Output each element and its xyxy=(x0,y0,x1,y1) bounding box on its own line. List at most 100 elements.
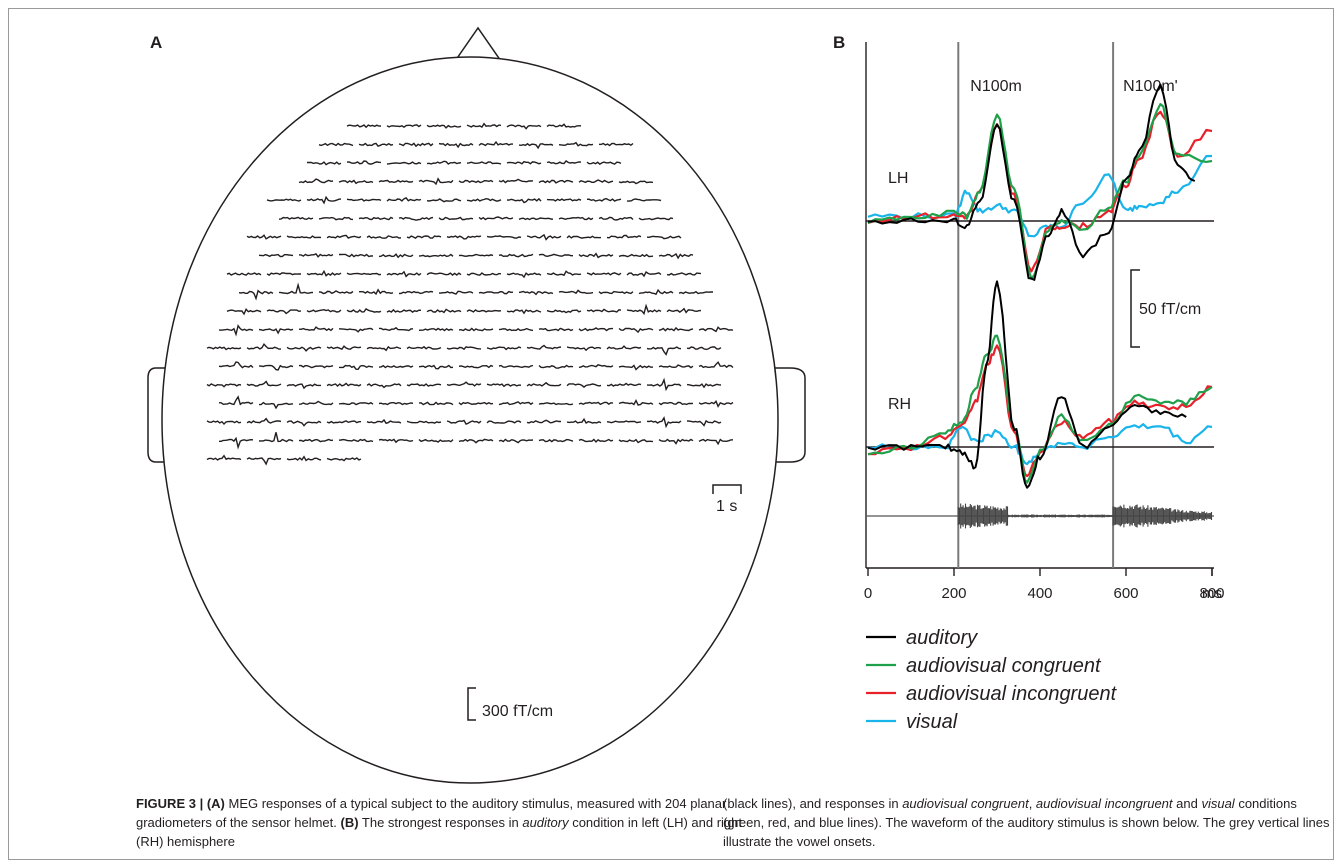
sensor-trace xyxy=(246,457,282,466)
series-line-visual xyxy=(867,154,1213,238)
sensor-trace xyxy=(246,417,282,424)
sensor-trace xyxy=(418,401,454,406)
sensor-trace xyxy=(458,438,494,444)
sensor-trace xyxy=(338,401,374,406)
series-line-auditory xyxy=(867,280,1187,489)
sensor-trace xyxy=(418,364,454,370)
sensor-trace xyxy=(478,216,514,221)
sensor-trace xyxy=(686,419,722,427)
sensor-trace xyxy=(318,216,354,221)
sensor-trace xyxy=(298,400,334,406)
series-line-audiovisual-congruent xyxy=(867,103,1213,280)
sensor-trace xyxy=(426,272,462,277)
sensor-trace xyxy=(646,416,682,429)
sensor-trace xyxy=(506,124,542,130)
x-tick-label: 800 xyxy=(1199,585,1224,602)
sensor-trace xyxy=(698,438,734,446)
stimulus-waveform xyxy=(866,503,1214,529)
sensor-trace xyxy=(298,438,334,443)
sensor-trace xyxy=(546,270,582,277)
legend-label: visual xyxy=(906,711,958,733)
sensor-traces xyxy=(206,122,734,466)
sensor-trace xyxy=(378,253,414,259)
sensor-trace xyxy=(306,195,342,205)
sensor-trace xyxy=(578,364,614,369)
sensor-trace xyxy=(286,235,322,239)
sensor-trace xyxy=(266,198,302,202)
sensor-trace xyxy=(446,381,482,387)
sensor-trace xyxy=(398,216,434,221)
sensor-trace xyxy=(426,160,462,165)
sensor-trace xyxy=(238,289,274,301)
sensor-trace xyxy=(666,307,702,314)
sensor-trace xyxy=(558,141,594,147)
sensor-trace xyxy=(686,383,722,389)
sensor-trace xyxy=(418,327,454,332)
head-outline xyxy=(161,56,779,784)
sensor-trace xyxy=(446,235,482,240)
sensor-trace xyxy=(339,253,374,258)
sensor-trace xyxy=(438,216,474,221)
sensor-trace xyxy=(578,252,614,259)
sensor-trace xyxy=(386,270,422,278)
sensor-trace xyxy=(306,308,342,313)
sensor-trace xyxy=(558,216,594,221)
sensor-trace xyxy=(698,326,734,333)
sensor-trace xyxy=(626,270,662,278)
sensor-trace xyxy=(298,178,334,184)
sensor-trace xyxy=(498,327,534,332)
sensor-trace xyxy=(586,272,622,276)
sensor-trace xyxy=(458,401,494,406)
sensor-trace xyxy=(339,364,374,371)
sensor-trace xyxy=(338,179,374,185)
sensor-trace xyxy=(526,233,562,241)
sensor-trace xyxy=(446,419,482,425)
sensor-trace xyxy=(378,364,414,369)
sensor-trace xyxy=(486,420,522,424)
sensor-trace xyxy=(206,383,242,388)
sensor-trace xyxy=(518,290,554,296)
sensor-trace xyxy=(366,418,402,425)
x-tick-label: 400 xyxy=(1027,585,1052,602)
caption-right-text-2: and xyxy=(1172,796,1202,811)
sensor-trace xyxy=(546,159,582,165)
sensor-trace xyxy=(326,420,361,424)
sensor-trace xyxy=(658,326,694,332)
sensor-trace xyxy=(538,364,574,369)
sensor-trace xyxy=(366,383,402,389)
sensor-trace xyxy=(258,328,294,335)
sensor-trace xyxy=(378,401,414,406)
series-line-auditory xyxy=(867,83,1196,281)
sensor-trace xyxy=(266,309,302,315)
sensor-trace xyxy=(618,180,654,185)
sensor-trace xyxy=(546,198,582,202)
sensor-trace xyxy=(326,345,362,350)
sensor-trace xyxy=(246,234,282,240)
sensor-trace xyxy=(538,327,574,332)
sensor-trace xyxy=(566,235,602,239)
sensor-trace xyxy=(258,364,294,371)
sensor-trace xyxy=(278,282,314,295)
sensor-trace xyxy=(606,420,642,424)
sensor-trace xyxy=(346,307,382,313)
sensor-trace xyxy=(506,272,542,279)
sensor-trace xyxy=(578,327,613,332)
caption-part-b-label: (B) xyxy=(340,815,359,830)
sensor-trace xyxy=(366,345,402,352)
caption-comma: , xyxy=(1028,796,1036,811)
time-scale-bar: 1 s xyxy=(712,484,742,515)
sensor-trace xyxy=(286,420,322,427)
sensor-trace xyxy=(458,364,494,369)
sensor-trace xyxy=(466,272,502,276)
sensor-trace xyxy=(286,383,321,390)
sensor-trace xyxy=(326,234,362,239)
sensor-trace xyxy=(538,253,573,258)
sensor-trace xyxy=(418,177,454,186)
x-tick-label: 0 xyxy=(864,585,872,602)
panel-a-label: A xyxy=(150,33,162,52)
sensor-trace xyxy=(246,343,281,350)
hemisphere-label: RH xyxy=(888,396,911,413)
sensor-trace xyxy=(258,253,294,258)
sensor-trace xyxy=(246,380,282,387)
